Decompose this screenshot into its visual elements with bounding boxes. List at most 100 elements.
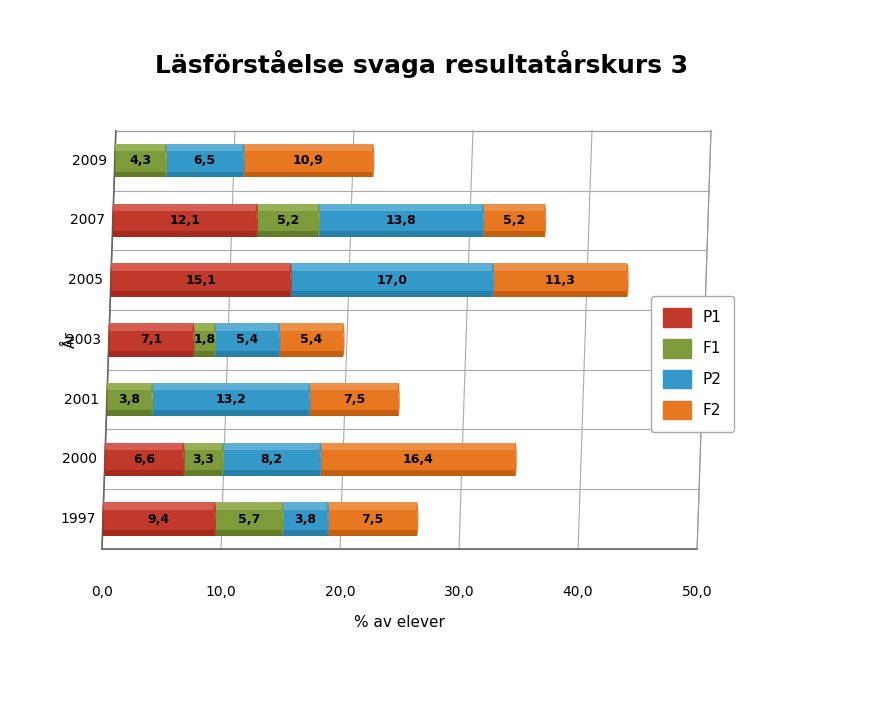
Bar [109, 323, 193, 357]
Ellipse shape [193, 332, 194, 340]
Bar [483, 203, 545, 211]
Bar [257, 203, 319, 237]
Bar [283, 502, 328, 510]
Ellipse shape [481, 203, 484, 237]
Text: 3,8: 3,8 [118, 393, 141, 406]
Bar [328, 502, 417, 510]
Text: 7,1: 7,1 [140, 333, 162, 347]
Bar [328, 530, 417, 536]
Ellipse shape [289, 263, 292, 297]
Bar [279, 351, 344, 357]
Bar [214, 323, 279, 330]
Ellipse shape [214, 332, 215, 340]
Bar [193, 323, 214, 330]
Text: 2009: 2009 [72, 154, 108, 168]
Ellipse shape [318, 203, 320, 237]
Bar [166, 172, 244, 177]
Bar [257, 203, 319, 211]
Ellipse shape [492, 263, 494, 297]
Bar [214, 351, 279, 357]
Ellipse shape [318, 212, 320, 220]
Bar [109, 323, 193, 330]
Ellipse shape [222, 443, 224, 476]
Ellipse shape [514, 443, 517, 476]
Ellipse shape [109, 263, 112, 297]
Bar [291, 291, 493, 297]
Ellipse shape [182, 451, 184, 460]
Bar [166, 144, 244, 177]
Bar [291, 263, 493, 297]
Ellipse shape [492, 263, 494, 297]
Ellipse shape [545, 212, 546, 220]
Ellipse shape [308, 383, 311, 417]
Ellipse shape [106, 383, 108, 417]
Bar [109, 351, 193, 357]
Ellipse shape [214, 502, 216, 536]
Bar [222, 443, 320, 476]
Ellipse shape [214, 323, 216, 357]
Bar [222, 470, 320, 476]
Ellipse shape [112, 203, 114, 237]
Bar [103, 502, 214, 536]
Bar [152, 410, 310, 417]
Ellipse shape [281, 502, 284, 536]
Bar [320, 443, 515, 476]
Text: 1997: 1997 [60, 512, 95, 526]
Bar [320, 443, 515, 450]
Bar [105, 443, 183, 476]
Ellipse shape [243, 152, 244, 161]
Bar [291, 263, 493, 271]
Bar [152, 383, 310, 417]
Bar [166, 144, 244, 152]
Ellipse shape [289, 263, 292, 297]
Ellipse shape [627, 263, 628, 297]
Text: 40,0: 40,0 [562, 585, 594, 599]
Text: 0,0: 0,0 [91, 585, 113, 599]
Bar [320, 470, 515, 476]
Ellipse shape [214, 502, 216, 536]
Bar [115, 144, 166, 152]
Ellipse shape [343, 323, 344, 357]
Bar [193, 323, 214, 357]
Text: 11,3: 11,3 [545, 274, 576, 287]
Ellipse shape [101, 502, 104, 536]
Bar [111, 263, 291, 297]
Text: 2007: 2007 [70, 213, 105, 227]
Ellipse shape [214, 510, 215, 519]
Text: 7,5: 7,5 [343, 393, 365, 406]
Ellipse shape [108, 323, 110, 357]
Text: 13,2: 13,2 [215, 393, 247, 406]
Bar [105, 470, 183, 476]
Ellipse shape [372, 152, 374, 161]
Text: 2003: 2003 [66, 333, 101, 347]
Text: 5,4: 5,4 [236, 333, 258, 347]
Bar [103, 502, 214, 510]
Bar [244, 144, 373, 152]
Ellipse shape [278, 323, 280, 357]
Text: 16,4: 16,4 [402, 453, 433, 466]
Ellipse shape [416, 502, 418, 536]
Bar [107, 383, 152, 417]
Ellipse shape [282, 510, 283, 519]
Ellipse shape [256, 212, 257, 220]
Bar [257, 232, 319, 237]
Bar [244, 144, 373, 177]
Text: 3,8: 3,8 [295, 513, 316, 525]
Text: 7,5: 7,5 [361, 513, 384, 525]
Text: 50,0: 50,0 [682, 585, 712, 599]
Ellipse shape [320, 451, 321, 460]
Ellipse shape [492, 272, 494, 280]
Text: 3,3: 3,3 [192, 453, 214, 466]
Bar [310, 383, 399, 390]
Ellipse shape [343, 332, 344, 340]
Bar [283, 530, 328, 536]
Bar [244, 172, 373, 177]
Ellipse shape [320, 443, 321, 476]
Ellipse shape [627, 272, 628, 280]
Bar [115, 172, 166, 177]
Text: 4,3: 4,3 [129, 154, 151, 167]
Ellipse shape [242, 144, 245, 177]
Text: 10,0: 10,0 [206, 585, 237, 599]
Ellipse shape [398, 391, 400, 400]
Text: 2001: 2001 [64, 393, 100, 407]
